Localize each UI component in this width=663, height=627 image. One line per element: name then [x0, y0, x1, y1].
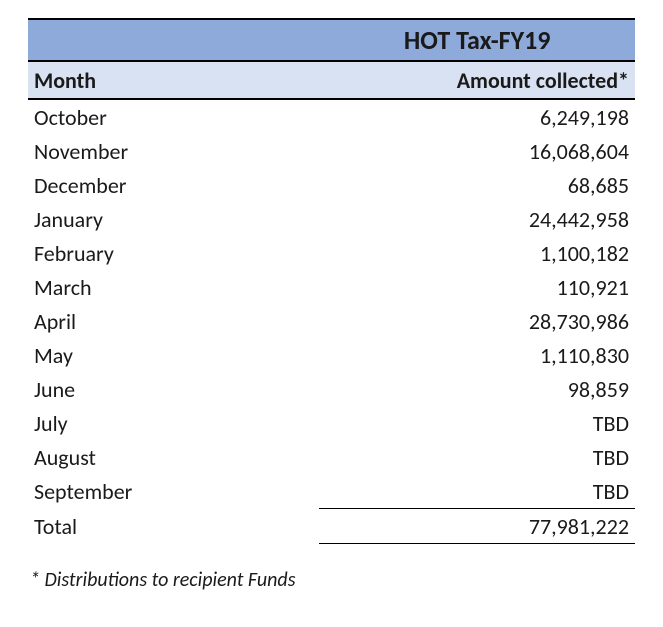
month-cell: May	[28, 338, 319, 372]
amount-cell: 6,249,198	[319, 99, 635, 134]
month-cell: November	[28, 134, 319, 168]
month-cell: October	[28, 99, 319, 134]
amount-cell: 28,730,986	[319, 304, 635, 338]
total-label: Total	[28, 509, 319, 544]
table-row: June 98,859	[28, 372, 635, 406]
month-cell: March	[28, 270, 319, 304]
amount-cell: 24,442,958	[319, 202, 635, 236]
title-row: HOT Tax-FY19	[28, 19, 635, 61]
month-cell: September	[28, 474, 319, 509]
amount-cell: TBD	[319, 440, 635, 474]
month-cell: December	[28, 168, 319, 202]
month-cell: January	[28, 202, 319, 236]
month-cell: July	[28, 406, 319, 440]
table-row: September TBD	[28, 474, 635, 509]
amount-cell: 1,100,182	[319, 236, 635, 270]
amount-cell: TBD	[319, 406, 635, 440]
month-cell: August	[28, 440, 319, 474]
amount-cell: 98,859	[319, 372, 635, 406]
table-row: April 28,730,986	[28, 304, 635, 338]
month-cell: February	[28, 236, 319, 270]
amount-cell: TBD	[319, 474, 635, 509]
page: HOT Tax-FY19 Month Amount collected* Oct…	[0, 0, 663, 627]
table-row: October 6,249,198	[28, 99, 635, 134]
amount-cell: 16,068,604	[319, 134, 635, 168]
month-cell: April	[28, 304, 319, 338]
table-row: February 1,100,182	[28, 236, 635, 270]
table-title: HOT Tax-FY19	[319, 19, 635, 61]
table-row: July TBD	[28, 406, 635, 440]
total-row: Total 77,981,222	[28, 509, 635, 544]
title-blank-cell	[28, 19, 319, 61]
table-row: March 110,921	[28, 270, 635, 304]
header-amount: Amount collected*	[319, 61, 635, 99]
amount-cell: 68,685	[319, 168, 635, 202]
table-row: August TBD	[28, 440, 635, 474]
hot-tax-table: HOT Tax-FY19 Month Amount collected* Oct…	[28, 18, 635, 544]
month-cell: June	[28, 372, 319, 406]
header-month: Month	[28, 61, 319, 99]
table-row: January 24,442,958	[28, 202, 635, 236]
table-row: November 16,068,604	[28, 134, 635, 168]
footnote: * Distributions to recipient Funds	[28, 568, 635, 592]
amount-cell: 110,921	[319, 270, 635, 304]
amount-cell: 1,110,830	[319, 338, 635, 372]
header-row: Month Amount collected*	[28, 61, 635, 99]
table-row: December 68,685	[28, 168, 635, 202]
table-row: May 1,110,830	[28, 338, 635, 372]
total-amount: 77,981,222	[319, 509, 635, 544]
